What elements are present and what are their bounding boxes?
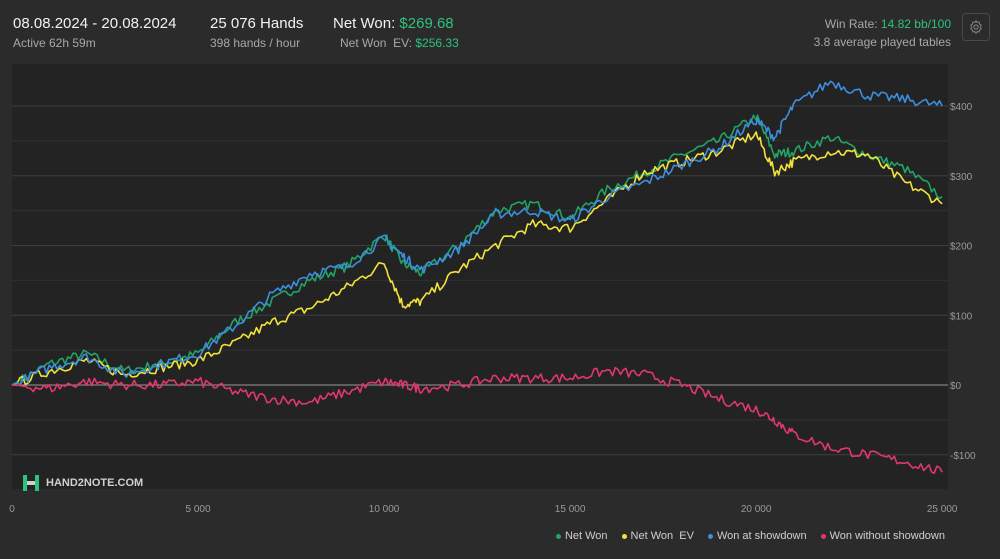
logo-text: HAND2NOTE.COM xyxy=(46,477,144,489)
y-tick-label: -$100 xyxy=(950,451,976,462)
summary-header: 08.08.2024 - 20.08.2024 Active 62h 59m 2… xyxy=(0,0,1000,62)
net-won-label: Net Won: xyxy=(333,15,396,32)
legend-swatch xyxy=(555,533,561,539)
legend-item-won-at-showdown[interactable]: Won at showdown xyxy=(707,530,807,542)
x-tick-label: 20 000 xyxy=(741,504,772,515)
series-lines xyxy=(11,80,943,475)
legend-item-won-without-showdown[interactable]: Won without showdown xyxy=(820,530,945,542)
y-tick-label: $400 xyxy=(950,102,973,113)
legend-label: Net Won xyxy=(564,530,608,542)
x-tick-label: 25 000 xyxy=(927,504,958,515)
plot-area xyxy=(12,64,948,489)
x-axis: 0 5 000 10 000 15 000 20 000 25 000 xyxy=(9,504,958,515)
legend-item-net-won[interactable]: Net Won xyxy=(555,530,608,542)
hands-count: 25 076 Hands xyxy=(210,15,304,32)
x-tick-label: 5 000 xyxy=(186,504,211,515)
legend-label: Won without showdown xyxy=(829,530,945,542)
legend-swatch xyxy=(621,533,627,539)
legend-label: Won at showdown xyxy=(716,530,807,542)
date-range: 08.08.2024 - 20.08.2024 xyxy=(13,15,177,32)
avg-tables: 3.8 average played tables xyxy=(813,35,951,49)
won-at-showdown-line xyxy=(11,80,943,387)
net-won-ev: Net Won EV: $256.33 xyxy=(340,36,459,50)
hands-per-hour: 398 hands / hour xyxy=(210,36,301,50)
y-tick-label: $300 xyxy=(950,172,973,183)
settings-button[interactable] xyxy=(962,13,990,41)
chart-legend: Net Won Net Won EV Won at showdown Won w… xyxy=(555,530,945,542)
y-tick-label: $200 xyxy=(950,242,973,253)
y-axis: $400 $300 $200 $100 $0 -$100 xyxy=(950,102,976,462)
x-tick-label: 10 000 xyxy=(369,504,400,515)
legend-label: Net Won EV xyxy=(630,530,694,542)
x-tick-label: 15 000 xyxy=(555,504,586,515)
win-rate-label: Win Rate: xyxy=(824,17,878,31)
net-won-ev-value: $256.33 xyxy=(415,36,459,50)
profit-chart: $400 $300 $200 $100 $0 -$100 0 5 000 10 000 15 0… xyxy=(9,64,976,515)
net-won: Net Won: $269.68 xyxy=(333,15,454,32)
legend-swatch xyxy=(707,533,713,539)
active-time: Active 62h 59m xyxy=(13,36,96,50)
y-tick-label: $100 xyxy=(950,311,973,322)
net-won-ev-label: Net Won EV: xyxy=(340,36,413,50)
hand2note-logo: HAND2NOTE.COM xyxy=(22,474,143,492)
legend-item-net-won-ev[interactable]: Net Won EV xyxy=(621,530,694,542)
hand2note-logo-icon xyxy=(23,475,39,491)
won-without-showdown-line xyxy=(11,366,943,475)
net-won-value: $269.68 xyxy=(399,15,454,32)
win-rate: Win Rate: 14.82 bb/100 xyxy=(825,17,951,31)
net-won-line xyxy=(11,114,943,387)
grid xyxy=(12,105,948,456)
y-tick-label: $0 xyxy=(950,381,962,392)
net-won-ev-line xyxy=(11,131,943,386)
gear-icon xyxy=(970,20,982,34)
x-tick-label: 0 xyxy=(9,504,15,515)
win-rate-value: 14.82 bb/100 xyxy=(880,17,951,31)
legend-swatch xyxy=(820,533,826,539)
